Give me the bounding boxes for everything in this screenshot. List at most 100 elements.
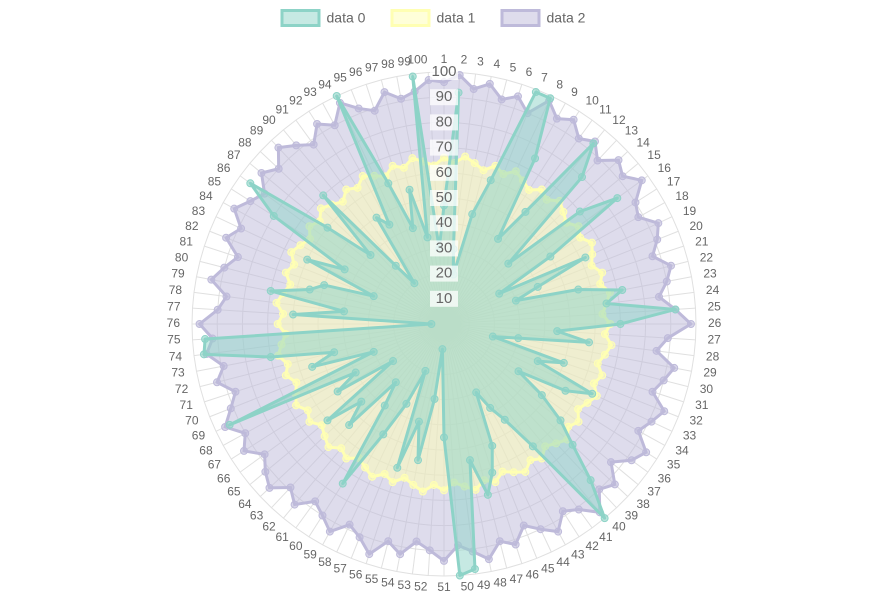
data-point (199, 350, 208, 359)
point-label: 79 (171, 267, 185, 281)
point-label: 46 (526, 567, 540, 581)
data-point (408, 154, 417, 163)
data-point (536, 525, 545, 534)
legend-swatch (390, 9, 431, 27)
data-point (380, 469, 389, 478)
data-point (659, 376, 668, 385)
data-point (330, 121, 339, 130)
data-point (410, 279, 419, 288)
data-point (195, 320, 204, 328)
data-point (289, 310, 298, 319)
data-point (654, 219, 663, 228)
data-point (408, 72, 417, 81)
data-point (380, 401, 389, 410)
data-point (400, 473, 409, 482)
point-label: 19 (683, 204, 697, 218)
data-point (409, 480, 418, 489)
data-point (384, 537, 393, 546)
data-point (521, 207, 530, 216)
data-point (342, 454, 351, 463)
data-point (391, 378, 400, 387)
data-point (286, 483, 295, 492)
data-point (279, 309, 288, 318)
data-point (587, 261, 596, 270)
data-point (308, 362, 317, 371)
tick-label: 20 (436, 265, 453, 282)
data-point (266, 353, 275, 362)
data-point (531, 154, 540, 163)
data-point (273, 320, 282, 328)
data-point (283, 360, 292, 369)
data-point (370, 106, 379, 115)
data-point (266, 286, 275, 295)
data-point (465, 456, 474, 465)
data-point (589, 139, 598, 148)
data-point (213, 378, 222, 387)
data-point (631, 198, 640, 207)
data-point (513, 92, 522, 101)
data-point (225, 420, 234, 429)
data-point (438, 345, 447, 354)
point-label: 72 (175, 382, 189, 396)
data-point (342, 185, 351, 194)
legend-label: data 2 (547, 10, 586, 26)
data-point (281, 268, 290, 277)
data-point (616, 320, 625, 328)
point-label: 75 (167, 333, 181, 347)
data-point (303, 255, 312, 264)
point-label: 6 (526, 65, 533, 79)
data-point (511, 296, 520, 305)
point-label: 30 (700, 382, 714, 396)
data-point (618, 286, 627, 295)
data-point (552, 114, 561, 123)
data-point (233, 253, 242, 262)
data-point (648, 252, 657, 261)
data-point (440, 433, 448, 442)
data-point (357, 397, 366, 406)
data-point (468, 210, 477, 219)
data-point (219, 362, 228, 371)
point-label: 28 (706, 349, 720, 363)
data-point (485, 79, 494, 88)
point-label: 13 (625, 124, 639, 138)
data-point (385, 220, 394, 229)
data-point (537, 185, 546, 194)
data-point (483, 490, 492, 499)
data-point (671, 305, 680, 314)
data-point (511, 540, 520, 549)
data-point (634, 213, 643, 222)
point-label: 61 (275, 530, 289, 544)
data-point (260, 450, 269, 459)
data-point (241, 429, 250, 438)
data-point (614, 156, 623, 165)
data-point (587, 238, 596, 247)
point-label: 60 (289, 539, 303, 553)
data-point (470, 159, 479, 168)
data-point (337, 444, 346, 453)
tick-backdrop (430, 89, 458, 106)
data-point (430, 395, 439, 404)
data-point (220, 263, 229, 272)
data-point (296, 241, 305, 250)
data-point (290, 260, 299, 269)
point-label: 35 (667, 458, 681, 472)
data-point (323, 416, 332, 425)
data-point (237, 224, 246, 233)
point-label: 73 (171, 366, 185, 380)
point-label: 87 (227, 148, 241, 162)
data-point (290, 500, 299, 509)
point-label: 85 (208, 175, 222, 189)
data-point (533, 357, 542, 366)
data-point (574, 285, 583, 294)
data-point (330, 348, 339, 357)
data-point (345, 421, 354, 430)
data-point (525, 185, 534, 194)
data-point (345, 520, 354, 529)
data-point (653, 235, 662, 244)
data-point (274, 164, 283, 173)
data-point (338, 479, 347, 488)
data-point (425, 546, 434, 555)
legend-swatch (500, 9, 541, 27)
data-point (574, 505, 583, 514)
